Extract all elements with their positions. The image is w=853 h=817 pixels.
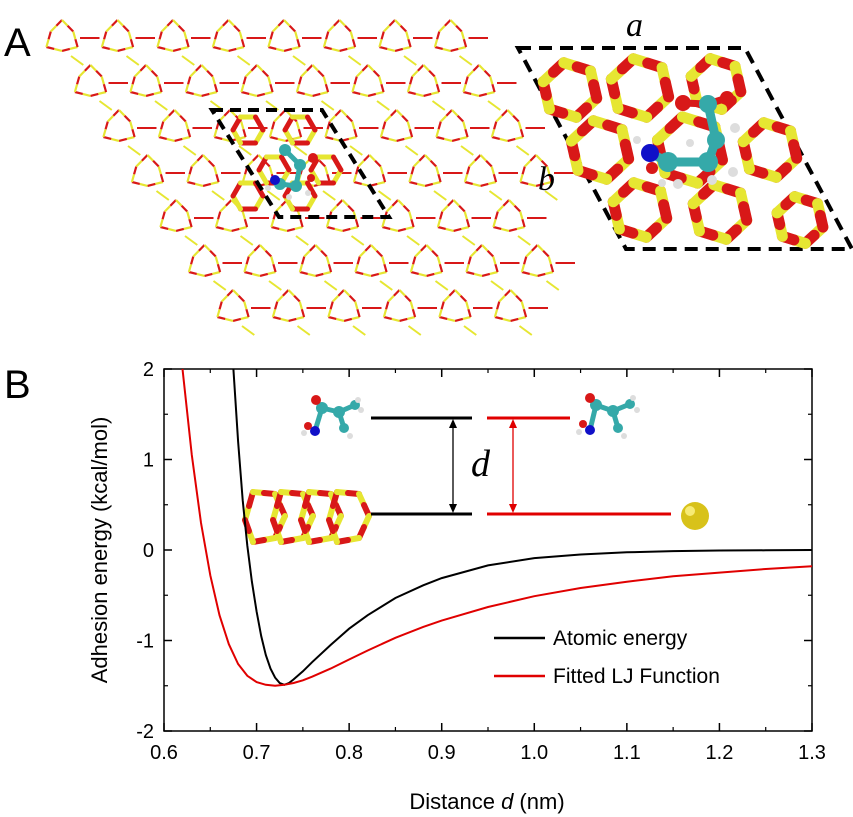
inset-molecule-left [301,395,364,439]
inset-molecule-right [576,393,640,439]
legend-label-atomic: Atomic energy [553,627,688,650]
adsorbed-molecule-large [633,91,740,189]
x-tick-label: 1.3 [798,742,826,764]
y-tick-label: 2 [143,359,154,381]
distance-schematic: d [242,393,709,545]
panel-b-label: B [4,363,31,407]
black-distance-arrow [449,419,457,513]
distance-symbol: d [471,443,491,485]
y-axis-title: Adhesion energy (kcal/mol) [87,417,112,684]
x-tick-label: 0.7 [243,742,271,764]
axis-ticks: 0.6 0.7 0.8 0.9 1.0 1.1 1.2 1.3 -2 -1 0 1 2 [136,359,826,764]
x-tick-label: 1.0 [520,742,548,764]
x-tick-label: 0.6 [150,742,178,764]
x-tick-label: 1.2 [706,742,734,764]
lattice-vector-a-label: a [626,7,643,44]
zoomed-unit-cell: a b [514,7,853,251]
panel-a-label: A [4,21,31,65]
atomic-energy-curve [232,368,813,686]
lj-function-curve [181,368,813,687]
inset-gold-bead [681,502,709,530]
legend-label-lj: Fitted LJ Function [553,665,720,688]
lattice-vector-b-label: b [538,161,555,198]
x-tick-label: 0.9 [428,742,456,764]
x-tick-label: 1.1 [613,742,641,764]
y-tick-label: -2 [136,721,154,743]
x-axis-title: Distance d (nm) [409,789,564,814]
silicate-lattice [45,19,575,336]
y-tick-label: 0 [143,540,154,562]
zoomed-silicate-rings [537,53,829,249]
y-tick-label: 1 [143,450,154,472]
y-tick-label: -1 [136,631,154,653]
inset-silicate-slab [242,489,372,545]
unit-cell-outline-small [208,108,393,219]
x-tick-label: 0.8 [335,742,363,764]
legend: Atomic energy Fitted LJ Function [494,627,720,688]
red-distance-arrow [509,419,517,513]
adsorbed-molecule-small [265,144,318,200]
unit-cell-outline-large [514,46,853,251]
